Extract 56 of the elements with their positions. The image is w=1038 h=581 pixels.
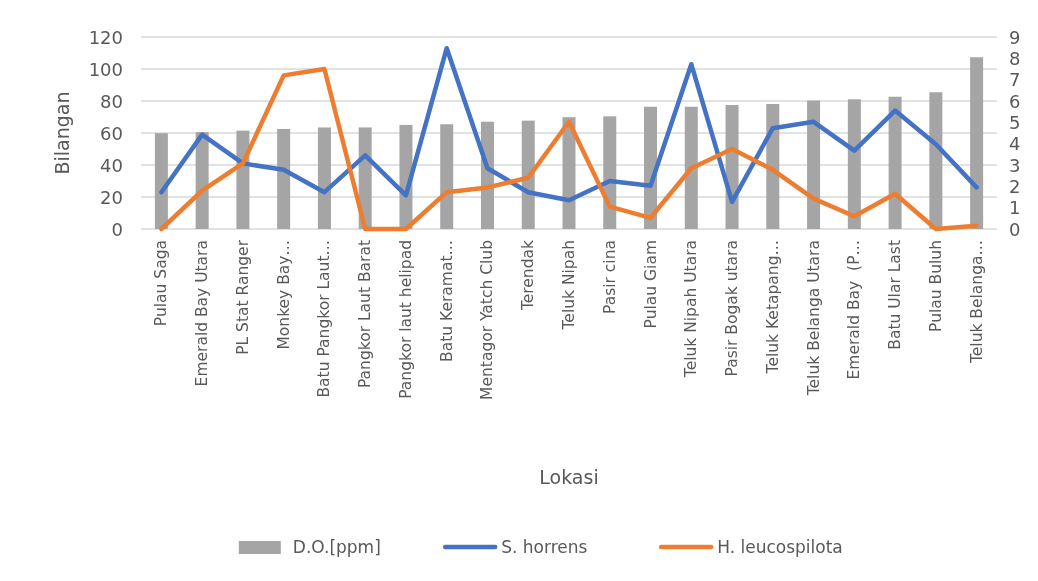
y2-tick-label: 8 [1009, 47, 1021, 69]
y-tick-label: 40 [100, 154, 123, 176]
y2-tick-label: 3 [1009, 154, 1021, 176]
bar [317, 127, 331, 229]
y2-tick-label: 4 [1009, 133, 1021, 155]
bar [277, 128, 291, 229]
y-tick-label: 100 [88, 58, 123, 80]
bar [440, 124, 454, 229]
y-tick-label: 80 [100, 90, 123, 112]
bar [888, 96, 902, 229]
y2-tick-label: 2 [1009, 175, 1021, 197]
x-tick-label: Pasir Bogak utara [723, 240, 742, 377]
x-tick-label: Terendak [519, 239, 538, 312]
x-tick-label: Teluk Ketapang… [763, 240, 782, 375]
legend-label: H. leucospilota [717, 537, 843, 557]
x-tick-label: Teluk Nipah Utara [682, 240, 701, 379]
x-tick-label: Pulau Giam [641, 240, 660, 329]
y2-tick-label: 1 [1009, 197, 1021, 219]
bar [807, 100, 821, 229]
bar [154, 133, 168, 229]
bar [847, 99, 861, 229]
x-tick-label: Pasir cina [600, 240, 619, 314]
legend-label: S. horrens [501, 537, 588, 557]
x-tick-label: Batu Ular Last [886, 240, 905, 350]
x-tick-label: Pangkor laut helipad [396, 240, 415, 399]
x-tick-label: Emerald Bay (P… [845, 240, 864, 380]
y-tick-label: 20 [100, 186, 123, 208]
bar [684, 106, 698, 229]
bar [766, 103, 780, 229]
y-axis-title: Bilangan [51, 91, 73, 175]
line-series [159, 66, 979, 232]
x-tick-label: Batu Pangkor Laut… [315, 240, 334, 398]
line-series [159, 45, 979, 205]
x-tick-label: Pulau Buluh [926, 240, 945, 332]
x-tick-label: Pangkor Laut Barat [356, 240, 375, 389]
y2-tick-label: 5 [1009, 111, 1021, 133]
x-tick-label: Teluk Belanga… [967, 240, 986, 365]
x-tick-label: Emerald Bay Utara [193, 240, 212, 387]
y2-tick-label: 9 [1009, 26, 1021, 48]
bar [970, 57, 984, 229]
y-tick-label: 60 [100, 122, 123, 144]
y2-tick-label: 7 [1009, 69, 1021, 91]
x-axis-title: Lokasi [539, 466, 599, 488]
legend-label: D.O.[ppm] [292, 537, 381, 557]
x-tick-label: Batu Keramat… [437, 240, 456, 362]
y-tick-label: 0 [111, 218, 123, 240]
x-tick-label: Pulau Saga [152, 240, 171, 327]
x-tick-label: Teluk Belanga Utara [804, 240, 823, 397]
y2-tick-label: 0 [1009, 218, 1021, 240]
bar [929, 92, 943, 229]
x-tick-label: PL Stat Ranger [233, 239, 252, 355]
x-tick-label: Mentagor Yatch Club [478, 240, 497, 400]
y2-tick-label: 6 [1009, 90, 1021, 112]
y-tick-label: 120 [88, 26, 123, 48]
x-tick-label: Teluk Nipah [560, 240, 578, 331]
x-tick-label: Monkey Bay… [274, 240, 293, 350]
